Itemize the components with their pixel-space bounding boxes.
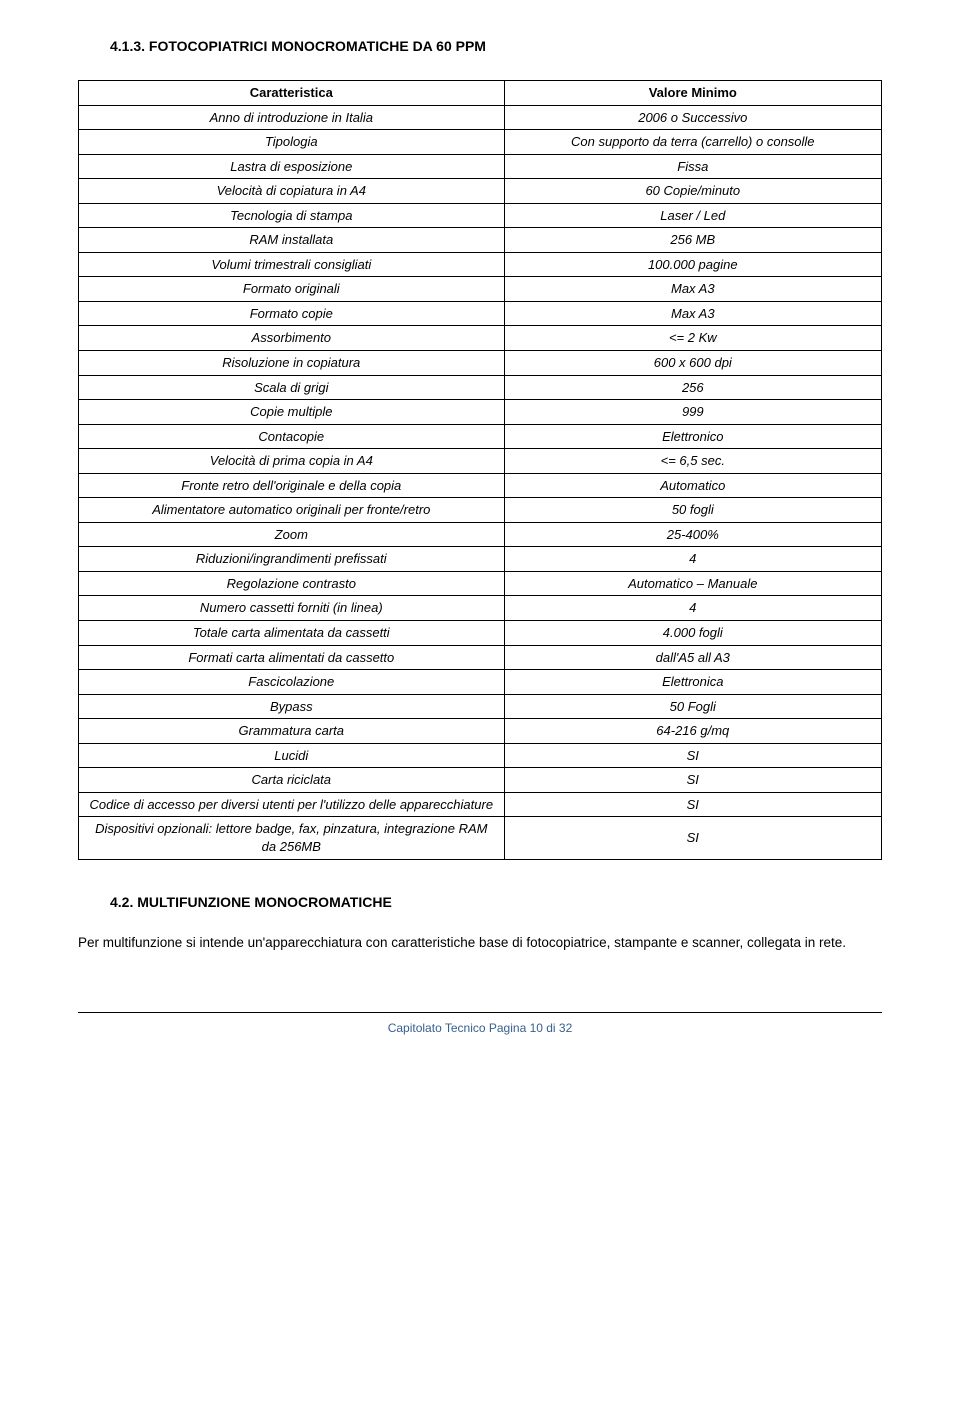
cell-value: 60 Copie/minuto [504, 179, 881, 204]
cell-value: Laser / Led [504, 203, 881, 228]
cell-value: 64-216 g/mq [504, 719, 881, 744]
cell-value: 50 Fogli [504, 694, 881, 719]
cell-value: 256 [504, 375, 881, 400]
cell-value: SI [504, 817, 881, 859]
cell-value: Elettronico [504, 424, 881, 449]
cell-characteristic: Riduzioni/ingrandimenti prefissati [79, 547, 505, 572]
cell-value: Max A3 [504, 301, 881, 326]
table-row: Dispositivi opzionali: lettore badge, fa… [79, 817, 882, 859]
cell-characteristic: Anno di introduzione in Italia [79, 105, 505, 130]
table-row: Zoom25-400% [79, 522, 882, 547]
table-row: Scala di grigi256 [79, 375, 882, 400]
cell-characteristic: Fascicolazione [79, 670, 505, 695]
cell-characteristic: Formato copie [79, 301, 505, 326]
cell-characteristic: Regolazione contrasto [79, 571, 505, 596]
cell-characteristic: RAM installata [79, 228, 505, 253]
cell-characteristic: Tipologia [79, 130, 505, 155]
cell-value: Elettronica [504, 670, 881, 695]
cell-characteristic: Contacopie [79, 424, 505, 449]
table-row: Numero cassetti forniti (in linea)4 [79, 596, 882, 621]
cell-characteristic: Alimentatore automatico originali per fr… [79, 498, 505, 523]
cell-value: 4 [504, 547, 881, 572]
cell-characteristic: Velocità di prima copia in A4 [79, 449, 505, 474]
cell-characteristic: Volumi trimestrali consigliati [79, 252, 505, 277]
cell-value: 2006 o Successivo [504, 105, 881, 130]
table-row: Tecnologia di stampaLaser / Led [79, 203, 882, 228]
cell-characteristic: Lastra di esposizione [79, 154, 505, 179]
table-row: Grammatura carta64-216 g/mq [79, 719, 882, 744]
cell-characteristic: Carta riciclata [79, 768, 505, 793]
footer-text: Capitolato Tecnico Pagina 10 di 32 [78, 1021, 882, 1035]
table-row: ContacopieElettronico [79, 424, 882, 449]
section-title-2: 4.2. MULTIFUNZIONE MONOCROMATICHE [110, 894, 882, 910]
table-row: Formati carta alimentati da cassettodall… [79, 645, 882, 670]
cell-value: Fissa [504, 154, 881, 179]
cell-value: Automatico – Manuale [504, 571, 881, 596]
table-row: Velocità di prima copia in A4<= 6,5 sec. [79, 449, 882, 474]
cell-value: 4 [504, 596, 881, 621]
table-row: Codice di accesso per diversi utenti per… [79, 792, 882, 817]
table-row: LucidiSI [79, 743, 882, 768]
table-row: Velocità di copiatura in A460 Copie/minu… [79, 179, 882, 204]
cell-value: 256 MB [504, 228, 881, 253]
cell-characteristic: Assorbimento [79, 326, 505, 351]
table-row: Carta riciclataSI [79, 768, 882, 793]
table-row: Anno di introduzione in Italia2006 o Suc… [79, 105, 882, 130]
cell-value: dall'A5 all A3 [504, 645, 881, 670]
cell-characteristic: Velocità di copiatura in A4 [79, 179, 505, 204]
cell-characteristic: Scala di grigi [79, 375, 505, 400]
cell-value: 4.000 fogli [504, 621, 881, 646]
table-row: Formato copieMax A3 [79, 301, 882, 326]
section-2-paragraph: Per multifunzione si intende un'apparecc… [78, 934, 882, 953]
cell-value: SI [504, 792, 881, 817]
cell-characteristic: Grammatura carta [79, 719, 505, 744]
cell-value: Max A3 [504, 277, 881, 302]
table-row: Formato originaliMax A3 [79, 277, 882, 302]
table-row: Riduzioni/ingrandimenti prefissati4 [79, 547, 882, 572]
table-row: RAM installata256 MB [79, 228, 882, 253]
table-header-row: CaratteristicaValore Minimo [79, 81, 882, 106]
cell-characteristic: Codice di accesso per diversi utenti per… [79, 792, 505, 817]
table-row: Lastra di esposizioneFissa [79, 154, 882, 179]
cell-value: Con supporto da terra (carrello) o conso… [504, 130, 881, 155]
cell-value: 25-400% [504, 522, 881, 547]
cell-characteristic: Risoluzione in copiatura [79, 351, 505, 376]
cell-value: <= 2 Kw [504, 326, 881, 351]
table-row: TipologiaCon supporto da terra (carrello… [79, 130, 882, 155]
cell-value: SI [504, 743, 881, 768]
cell-characteristic: Copie multiple [79, 400, 505, 425]
cell-characteristic: Dispositivi opzionali: lettore badge, fa… [79, 817, 505, 859]
specs-table: CaratteristicaValore MinimoAnno di intro… [78, 80, 882, 860]
cell-value: 50 fogli [504, 498, 881, 523]
cell-characteristic: Totale carta alimentata da cassetti [79, 621, 505, 646]
header-cell-characteristic: Caratteristica [79, 81, 505, 106]
cell-characteristic: Zoom [79, 522, 505, 547]
table-row: Totale carta alimentata da cassetti4.000… [79, 621, 882, 646]
cell-characteristic: Tecnologia di stampa [79, 203, 505, 228]
cell-value: 100.000 pagine [504, 252, 881, 277]
header-cell-value: Valore Minimo [504, 81, 881, 106]
cell-characteristic: Formati carta alimentati da cassetto [79, 645, 505, 670]
cell-characteristic: Bypass [79, 694, 505, 719]
cell-characteristic: Fronte retro dell'originale e della copi… [79, 473, 505, 498]
footer-divider [78, 1012, 882, 1013]
table-row: Fronte retro dell'originale e della copi… [79, 473, 882, 498]
table-row: FascicolazioneElettronica [79, 670, 882, 695]
section-title-1: 4.1.3. FOTOCOPIATRICI MONOCROMATICHE DA … [110, 38, 882, 54]
cell-value: 600 x 600 dpi [504, 351, 881, 376]
table-row: Alimentatore automatico originali per fr… [79, 498, 882, 523]
cell-characteristic: Numero cassetti forniti (in linea) [79, 596, 505, 621]
table-row: Copie multiple999 [79, 400, 882, 425]
table-row: Volumi trimestrali consigliati100.000 pa… [79, 252, 882, 277]
table-row: Assorbimento<= 2 Kw [79, 326, 882, 351]
cell-value: SI [504, 768, 881, 793]
cell-characteristic: Formato originali [79, 277, 505, 302]
cell-characteristic: Lucidi [79, 743, 505, 768]
table-row: Regolazione contrastoAutomatico – Manual… [79, 571, 882, 596]
table-row: Risoluzione in copiatura600 x 600 dpi [79, 351, 882, 376]
table-row: Bypass50 Fogli [79, 694, 882, 719]
cell-value: 999 [504, 400, 881, 425]
cell-value: <= 6,5 sec. [504, 449, 881, 474]
cell-value: Automatico [504, 473, 881, 498]
